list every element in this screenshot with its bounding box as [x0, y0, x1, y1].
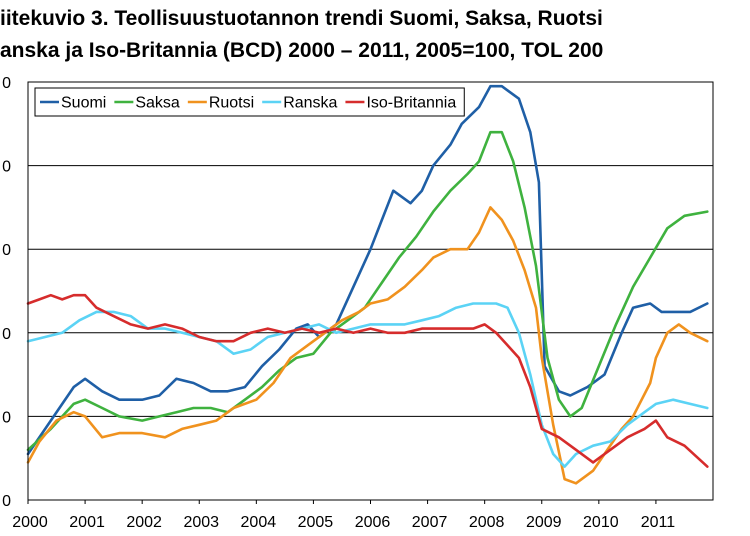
y-tick-label: 0 — [2, 159, 11, 176]
y-tick-label: 0 — [2, 326, 11, 343]
x-tick-label: 2007 — [412, 514, 448, 531]
plot-area-frame — [27, 81, 714, 501]
legend-item-suomi: Suomi — [40, 95, 106, 112]
x-tick-label: 2008 — [469, 514, 505, 531]
x-tick-label: 2006 — [355, 514, 391, 531]
grid-lines — [28, 81, 713, 501]
x-tick-label: 2000 — [12, 514, 48, 531]
series-line-saksa — [26, 130, 709, 452]
chart-title: iitekuvio 3. Teollisuustuotannon trendi … — [0, 3, 750, 67]
legend-label: Ruotsi — [209, 95, 254, 112]
chart-title-line-1: iitekuvio 3. Teollisuustuotannon trendi … — [0, 7, 603, 30]
y-tick-label: 0 — [2, 409, 11, 426]
y-tick-label: 0 — [2, 493, 11, 510]
legend-item-iso-britannia: Iso-Britannia — [345, 95, 456, 112]
x-tick-label: 2011 — [641, 514, 676, 531]
x-tick-label: 2009 — [526, 514, 562, 531]
x-tick-label: 2010 — [583, 514, 619, 531]
series-line-ruotsi — [26, 206, 709, 485]
legend-label: Iso-Britannia — [366, 95, 456, 112]
series-line-suomi — [26, 84, 709, 456]
legend-label: Saksa — [135, 95, 180, 112]
y-tick-label: 0 — [2, 242, 11, 259]
x-tick-label: 2005 — [298, 514, 334, 531]
x-axis-tick-labels: 2000 2001 2002 2003 2004 2005 2006 2007 2008 2009… — [12, 500, 675, 531]
chart-title-line-2: anska ja Iso-Britannia (BCD) 2000 – 2011… — [0, 39, 604, 62]
legend: Suomi Saksa Ruotsi Ranska Iso-Britannia — [34, 87, 465, 117]
x-tick-label: 2002 — [126, 514, 162, 531]
legend-box — [34, 87, 465, 117]
legend-item-ruotsi: Ruotsi — [187, 95, 254, 112]
x-tick-label: 2004 — [241, 514, 277, 531]
legend-item-saksa: Saksa — [114, 95, 180, 112]
series-lines — [26, 84, 709, 485]
x-tick-label: 2003 — [183, 514, 219, 531]
legend-item-ranska: Ranska — [262, 95, 338, 112]
y-tick-label: 0 — [2, 75, 11, 92]
x-tick-label: 2001 — [69, 514, 105, 531]
y-axis-tick-labels: 0 0 0 0 0 0 — [2, 75, 11, 510]
legend-label: Suomi — [61, 95, 106, 112]
series-line-iso-britannia — [26, 293, 709, 468]
legend-label: Ranska — [283, 95, 337, 112]
